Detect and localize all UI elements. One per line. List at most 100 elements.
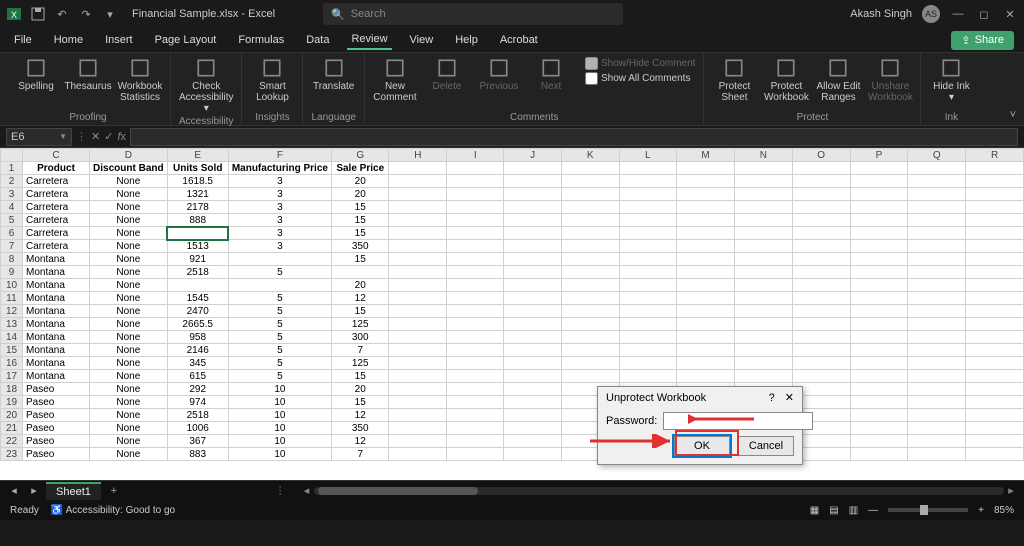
cell[interactable] bbox=[389, 201, 447, 214]
cell[interactable]: 958 bbox=[167, 331, 228, 344]
cell[interactable] bbox=[504, 227, 561, 240]
cell[interactable] bbox=[792, 357, 850, 370]
cell[interactable] bbox=[850, 318, 908, 331]
cell[interactable] bbox=[504, 370, 561, 383]
cell[interactable] bbox=[447, 357, 504, 370]
cell[interactable] bbox=[792, 318, 850, 331]
cell[interactable] bbox=[619, 370, 677, 383]
cell[interactable] bbox=[908, 214, 966, 227]
cell[interactable] bbox=[389, 396, 447, 409]
cell[interactable]: None bbox=[90, 188, 168, 201]
cell[interactable]: Discount Band bbox=[90, 162, 168, 175]
cell[interactable] bbox=[908, 240, 966, 253]
share-button[interactable]: ⇪ Share bbox=[951, 31, 1014, 50]
cell[interactable] bbox=[504, 201, 561, 214]
cell[interactable] bbox=[850, 279, 908, 292]
cell[interactable] bbox=[734, 331, 792, 344]
cell[interactable]: None bbox=[90, 435, 168, 448]
cell[interactable]: 1321 bbox=[167, 188, 228, 201]
cell[interactable]: None bbox=[90, 266, 168, 279]
cell[interactable] bbox=[966, 357, 1024, 370]
cell[interactable]: 615 bbox=[167, 370, 228, 383]
cell[interactable] bbox=[447, 292, 504, 305]
col-header-G[interactable]: G bbox=[331, 149, 389, 162]
col-header-I[interactable]: I bbox=[447, 149, 504, 162]
cell[interactable]: 350 bbox=[331, 422, 389, 435]
cell[interactable] bbox=[561, 214, 619, 227]
cell[interactable] bbox=[734, 162, 792, 175]
cell[interactable]: None bbox=[90, 409, 168, 422]
cell[interactable]: None bbox=[90, 370, 168, 383]
cell[interactable]: 350 bbox=[331, 240, 389, 253]
row-header[interactable]: 15 bbox=[1, 344, 23, 357]
ribbon-btn-new-comment[interactable]: New Comment bbox=[373, 57, 417, 103]
cell[interactable] bbox=[677, 305, 735, 318]
cell[interactable] bbox=[447, 175, 504, 188]
avatar[interactable]: AS bbox=[922, 5, 940, 23]
cell[interactable] bbox=[792, 370, 850, 383]
zoom-in-icon[interactable]: + bbox=[978, 505, 984, 516]
row-header[interactable]: 19 bbox=[1, 396, 23, 409]
cell[interactable] bbox=[389, 409, 447, 422]
cell[interactable] bbox=[734, 201, 792, 214]
cell[interactable] bbox=[504, 214, 561, 227]
name-box-dropdown-icon[interactable]: ▼ bbox=[59, 132, 67, 141]
view-normal-icon[interactable]: ▦ bbox=[810, 505, 819, 516]
cell[interactable]: Montana bbox=[23, 292, 90, 305]
cell[interactable] bbox=[504, 344, 561, 357]
cell[interactable] bbox=[792, 162, 850, 175]
cell[interactable]: 2518 bbox=[167, 266, 228, 279]
cell[interactable] bbox=[792, 344, 850, 357]
cell[interactable] bbox=[389, 292, 447, 305]
cell[interactable] bbox=[619, 227, 677, 240]
cell[interactable] bbox=[389, 344, 447, 357]
cell[interactable] bbox=[734, 227, 792, 240]
cell[interactable] bbox=[504, 188, 561, 201]
row-header[interactable]: 10 bbox=[1, 279, 23, 292]
cell[interactable]: Units Sold bbox=[167, 162, 228, 175]
cell[interactable]: Carretera bbox=[23, 201, 90, 214]
cell[interactable] bbox=[966, 331, 1024, 344]
cell[interactable] bbox=[677, 292, 735, 305]
ribbon-btn-allow-edit-ranges[interactable]: Allow Edit Ranges bbox=[816, 57, 860, 103]
col-header-P[interactable]: P bbox=[850, 149, 908, 162]
cell[interactable]: None bbox=[90, 240, 168, 253]
menu-item-file[interactable]: File bbox=[10, 31, 36, 49]
cell[interactable] bbox=[908, 305, 966, 318]
cell[interactable] bbox=[561, 357, 619, 370]
cell[interactable] bbox=[389, 435, 447, 448]
cell[interactable] bbox=[561, 175, 619, 188]
cell[interactable] bbox=[447, 409, 504, 422]
cell[interactable]: 292 bbox=[167, 383, 228, 396]
cell[interactable] bbox=[908, 370, 966, 383]
maximize-icon[interactable]: ◻ bbox=[976, 6, 992, 22]
cell[interactable]: 12 bbox=[331, 292, 389, 305]
row-header[interactable]: 5 bbox=[1, 214, 23, 227]
cell[interactable]: 3 bbox=[228, 175, 331, 188]
cell[interactable] bbox=[447, 396, 504, 409]
menu-item-acrobat[interactable]: Acrobat bbox=[496, 31, 542, 49]
cell[interactable] bbox=[228, 253, 331, 266]
hscroll-right-icon[interactable]: ▸ bbox=[1004, 484, 1018, 497]
cell[interactable] bbox=[504, 162, 561, 175]
ribbon-btn-protect-workbook[interactable]: Protect Workbook bbox=[764, 57, 808, 103]
ribbon-collapse-icon[interactable]: ˅ bbox=[1010, 109, 1016, 121]
cell[interactable] bbox=[389, 214, 447, 227]
cell[interactable] bbox=[677, 279, 735, 292]
cell[interactable] bbox=[966, 409, 1024, 422]
cell[interactable] bbox=[619, 279, 677, 292]
cell[interactable]: Montana bbox=[23, 344, 90, 357]
cell[interactable] bbox=[850, 357, 908, 370]
cell[interactable] bbox=[908, 279, 966, 292]
cell[interactable] bbox=[389, 357, 447, 370]
cell[interactable] bbox=[561, 201, 619, 214]
cell[interactable] bbox=[447, 227, 504, 240]
ribbon-btn-smart-lookup[interactable]: Smart Lookup bbox=[250, 57, 294, 103]
cell[interactable]: None bbox=[90, 396, 168, 409]
cell[interactable] bbox=[504, 357, 561, 370]
cell[interactable] bbox=[447, 188, 504, 201]
cell[interactable] bbox=[331, 266, 389, 279]
row-header[interactable]: 4 bbox=[1, 201, 23, 214]
col-header-Q[interactable]: Q bbox=[908, 149, 966, 162]
cell[interactable] bbox=[966, 266, 1024, 279]
